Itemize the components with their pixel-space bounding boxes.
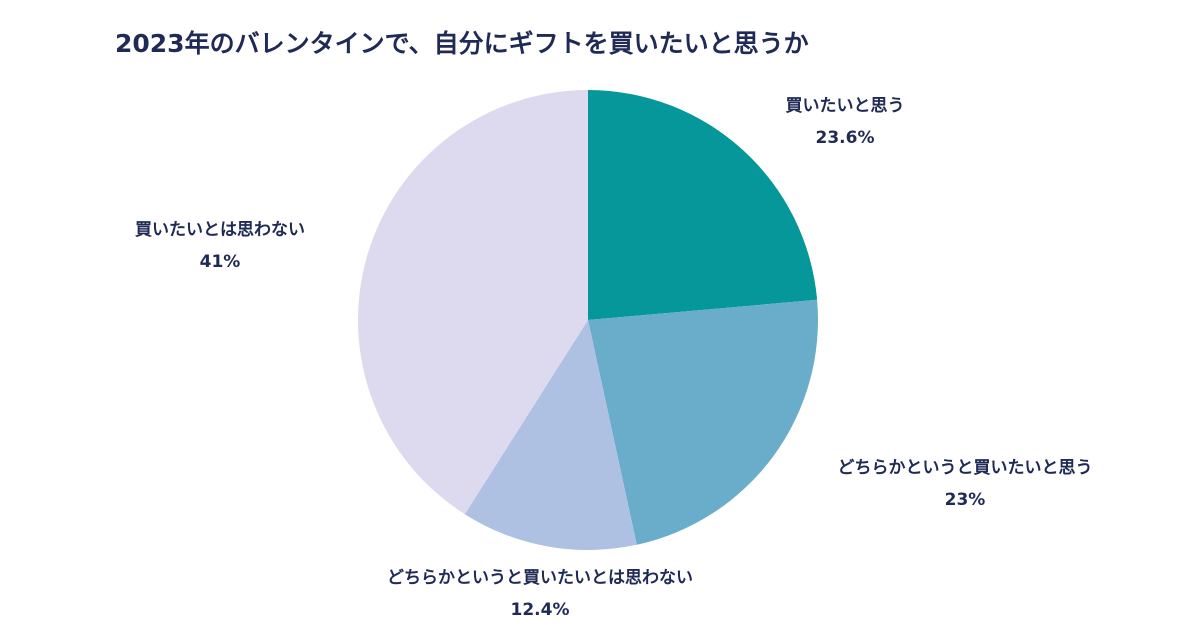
slice-label-1: どちらかというと買いたいと思う 23% bbox=[790, 452, 1140, 516]
slice-label-3: 買いたいとは思わない 41% bbox=[95, 214, 345, 278]
slice-label-2-value: 12.4% bbox=[510, 600, 570, 620]
slice-label-0-name: 買いたいと思う bbox=[785, 96, 905, 116]
slice-label-3-value: 41% bbox=[199, 252, 241, 272]
pie-slice-0 bbox=[588, 90, 818, 320]
chart-title: 2023年のバレンタインで、自分にギフトを買いたいと思うか bbox=[115, 29, 809, 58]
slice-label-0-value: 23.6% bbox=[815, 128, 875, 148]
pie-slice-2 bbox=[464, 320, 637, 551]
slice-label-3-name: 買いたいとは思わない bbox=[135, 220, 305, 240]
pie-slice-1 bbox=[588, 299, 818, 545]
slice-label-2-name: どちらかというと買いたいとは思わない bbox=[387, 568, 693, 588]
slice-label-2: どちらかというと買いたいとは思わない 12.4% bbox=[330, 562, 750, 626]
pie-slice-3 bbox=[357, 89, 588, 515]
slice-label-0: 買いたいと思う 23.6% bbox=[745, 90, 945, 154]
slice-label-1-value: 23% bbox=[944, 490, 986, 510]
slice-label-1-name: どちらかというと買いたいと思う bbox=[837, 458, 1093, 478]
